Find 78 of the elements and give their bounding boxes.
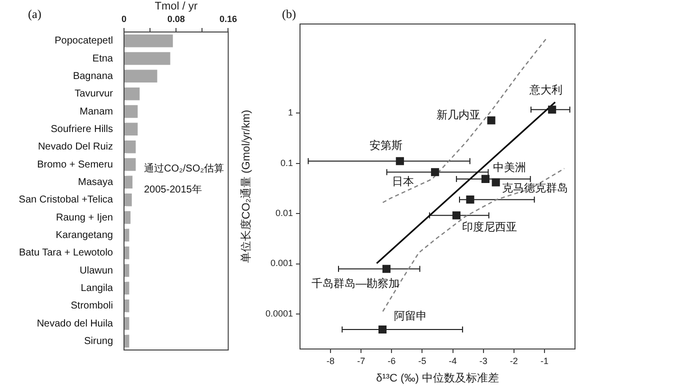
annotation: 意大利 bbox=[528, 84, 563, 97]
x-tick-label: -1 bbox=[540, 356, 548, 366]
point bbox=[487, 116, 496, 124]
point bbox=[492, 178, 500, 186]
y-tick-label: Nevado del Huila bbox=[36, 318, 114, 330]
point bbox=[382, 264, 391, 273]
chart-title: (b) bbox=[282, 7, 296, 22]
bar bbox=[124, 264, 130, 277]
point bbox=[548, 106, 556, 114]
point bbox=[452, 211, 460, 220]
bar bbox=[124, 158, 136, 171]
y-axis-title: 单位长度CO₂通量 (Gmol/yr/km) bbox=[240, 110, 253, 264]
bar bbox=[124, 211, 131, 224]
x-tick-label: -7 bbox=[357, 356, 366, 366]
y-tick-label: 1 bbox=[288, 108, 293, 118]
y-tick-label: Karangetang bbox=[56, 230, 113, 241]
bar bbox=[124, 87, 140, 100]
x-tick-label: -6 bbox=[388, 356, 396, 366]
y-tick-label: 0.1 bbox=[280, 158, 293, 168]
bar bbox=[124, 70, 158, 83]
chart-title: (a) bbox=[28, 7, 42, 22]
y-tick-label: Raung + Ijen bbox=[56, 212, 113, 224]
bar bbox=[124, 228, 130, 242]
y-tick-label: Nevado Del Ruiz bbox=[38, 142, 113, 153]
x-tick-label: -2 bbox=[510, 356, 518, 366]
x-tick-label: -8 bbox=[326, 356, 335, 366]
y-tick-label: San Cristobal +Telica bbox=[18, 194, 114, 206]
x-axis-title: δ¹³C (‰) 中位数及标准差 bbox=[376, 371, 499, 384]
y-tick-label: Ulawun bbox=[80, 265, 113, 276]
annotation: 通过CO₂/SO₂估算 bbox=[144, 162, 224, 174]
bar bbox=[124, 246, 130, 260]
y-tick-label: Soufriere Hills bbox=[50, 124, 113, 135]
point bbox=[466, 196, 474, 204]
x-tick-label: 0.16 bbox=[219, 14, 238, 24]
bar bbox=[124, 122, 138, 136]
annotation: 阿留申 bbox=[394, 310, 427, 323]
bar bbox=[124, 176, 132, 189]
annotation: 中美洲 bbox=[492, 160, 526, 174]
annotation: 日本 bbox=[392, 175, 414, 188]
y-tick-label: Popocatepetl bbox=[54, 36, 113, 47]
bar bbox=[124, 317, 130, 330]
y-tick-label: Etna bbox=[92, 53, 114, 64]
y-tick-label: 0.0001 bbox=[265, 308, 293, 318]
annotation: 安第斯 bbox=[369, 139, 402, 152]
y-tick-label: Tavurvur bbox=[74, 88, 114, 100]
y-tick-label: Manam bbox=[80, 106, 113, 118]
annotation: 克马德克群岛 bbox=[502, 181, 568, 194]
point bbox=[481, 174, 490, 183]
y-tick-label: Masaya bbox=[78, 176, 114, 188]
bar bbox=[124, 34, 173, 48]
x-tick-label: 0 bbox=[121, 14, 127, 24]
bar bbox=[124, 299, 130, 312]
y-tick-label: Sirung bbox=[84, 336, 113, 347]
annotation: 2005-2015年 bbox=[144, 183, 202, 196]
bar bbox=[124, 282, 130, 295]
y-tick-label: Bromo + Semeru bbox=[37, 159, 113, 170]
x-tick-label: -4 bbox=[448, 356, 457, 366]
y-tick-label: Langila bbox=[80, 282, 114, 294]
point bbox=[396, 157, 404, 166]
x-tick-label: -5 bbox=[418, 356, 426, 366]
annotation: 新几内亚 bbox=[436, 108, 480, 122]
bar bbox=[124, 140, 136, 154]
x-tick-label: -3 bbox=[479, 356, 488, 366]
x-axis-title: Tmol / yr bbox=[154, 0, 198, 13]
point bbox=[431, 168, 440, 176]
y-tick-label: Bagnana bbox=[72, 70, 114, 82]
bar bbox=[124, 105, 138, 118]
annotation: 印度尼西亚 bbox=[462, 220, 517, 234]
bar bbox=[124, 334, 130, 348]
annotation: 千岛群岛—勘察加 bbox=[311, 276, 400, 290]
x-tick-label: 0.08 bbox=[167, 14, 185, 24]
point bbox=[378, 325, 387, 334]
bar bbox=[124, 52, 170, 65]
y-tick-label: 0.001 bbox=[270, 258, 293, 268]
y-tick-label: 0.01 bbox=[275, 208, 293, 218]
y-tick-label: Batu Tara + Lewotolo bbox=[18, 248, 114, 259]
y-tick-label: Stromboli bbox=[70, 300, 113, 312]
bar bbox=[124, 193, 132, 206]
